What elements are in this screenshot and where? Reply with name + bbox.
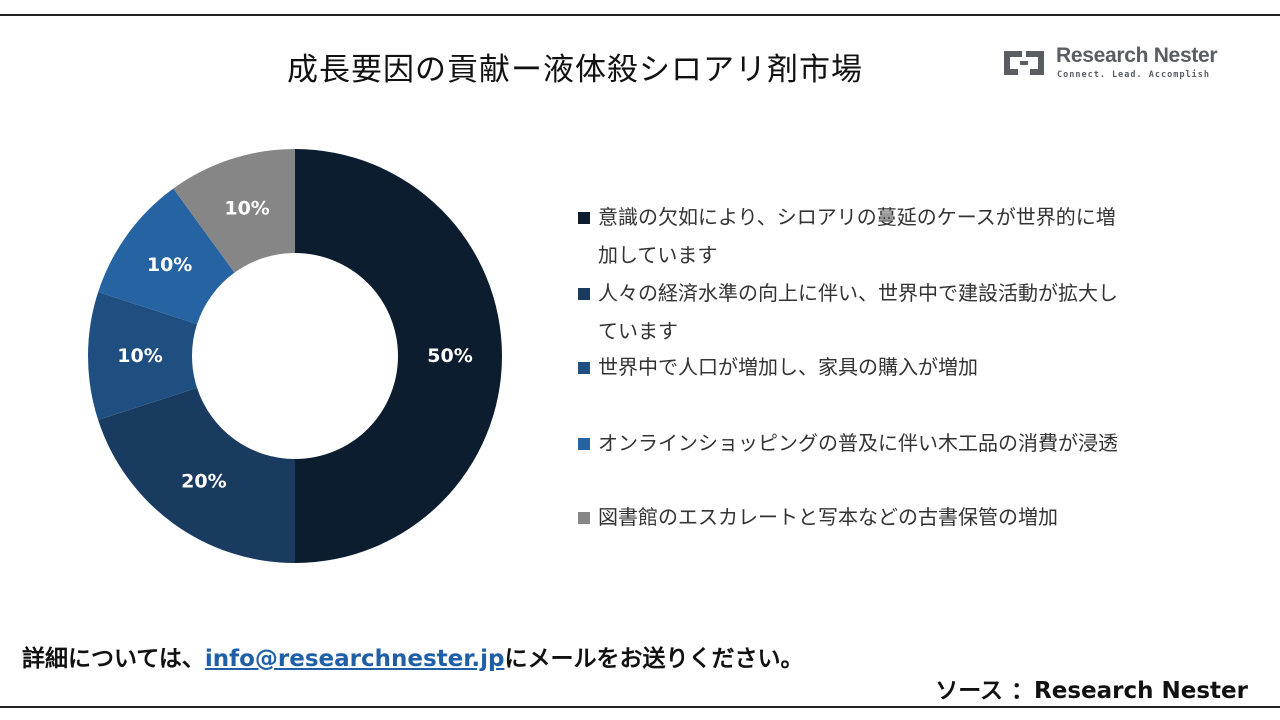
donut-chart: 50% 20% 10% 10% 10% — [88, 149, 502, 563]
email-link[interactable]: info@researchnester.jp — [204, 646, 505, 672]
logo-name: Research Nester — [1056, 44, 1218, 67]
legend-label: 人々の経済水準の向上に伴い、世界中で建設活動が拡大しています — [598, 281, 1118, 343]
slice-value-label-1: 50% — [427, 345, 472, 367]
legend-swatch — [578, 288, 590, 300]
legend-label: 世界中で人口が増加し、家具の購入が増加 — [598, 355, 978, 379]
slice-value-label-3: 10% — [117, 345, 162, 367]
contact-prefix: 詳細については、 — [22, 646, 205, 672]
contact-suffix: にメールをお送りください。 — [504, 646, 804, 672]
chart-title: 成長要因の貢献ー液体殺シロアリ剤市場 — [287, 52, 863, 88]
bottom-border — [0, 706, 1280, 708]
donut-slice-4 — [98, 188, 235, 325]
donut-slice-3 — [88, 292, 198, 420]
legend-label: 図書館のエスカレートと写本などの古書保管の増加 — [598, 505, 1058, 529]
legend-swatch — [578, 212, 590, 224]
top-border — [0, 14, 1280, 16]
source-credit: ソース ：Research Nester — [935, 678, 1248, 704]
donut-slice-2 — [98, 387, 295, 563]
slice-value-label-2: 20% — [181, 470, 226, 492]
contact-line: 詳細については、info@researchnester.jpにメールをお送りくだ… — [22, 639, 803, 673]
legend-swatch — [578, 362, 590, 374]
slice-value-label-5: 10% — [224, 198, 269, 220]
donut-slice-5 — [173, 149, 295, 273]
research-nester-logo: Research Nester Connect. Lead. Accomplis… — [998, 44, 1238, 88]
logo-mark-icon — [1004, 51, 1044, 75]
legend-swatch — [578, 512, 590, 524]
donut-slice-1 — [295, 149, 502, 563]
legend-swatch — [578, 438, 590, 450]
logo-tagline: Connect. Lead. Accomplish — [1057, 70, 1210, 80]
legend-label: オンラインショッピングの普及に伴い木工品の消費が浸透 — [598, 431, 1118, 455]
legend-label: 意識の欠如により、シロアリの蔓延のケースが世界的に増加しています — [598, 205, 1116, 267]
slice-value-label-4: 10% — [147, 254, 192, 276]
